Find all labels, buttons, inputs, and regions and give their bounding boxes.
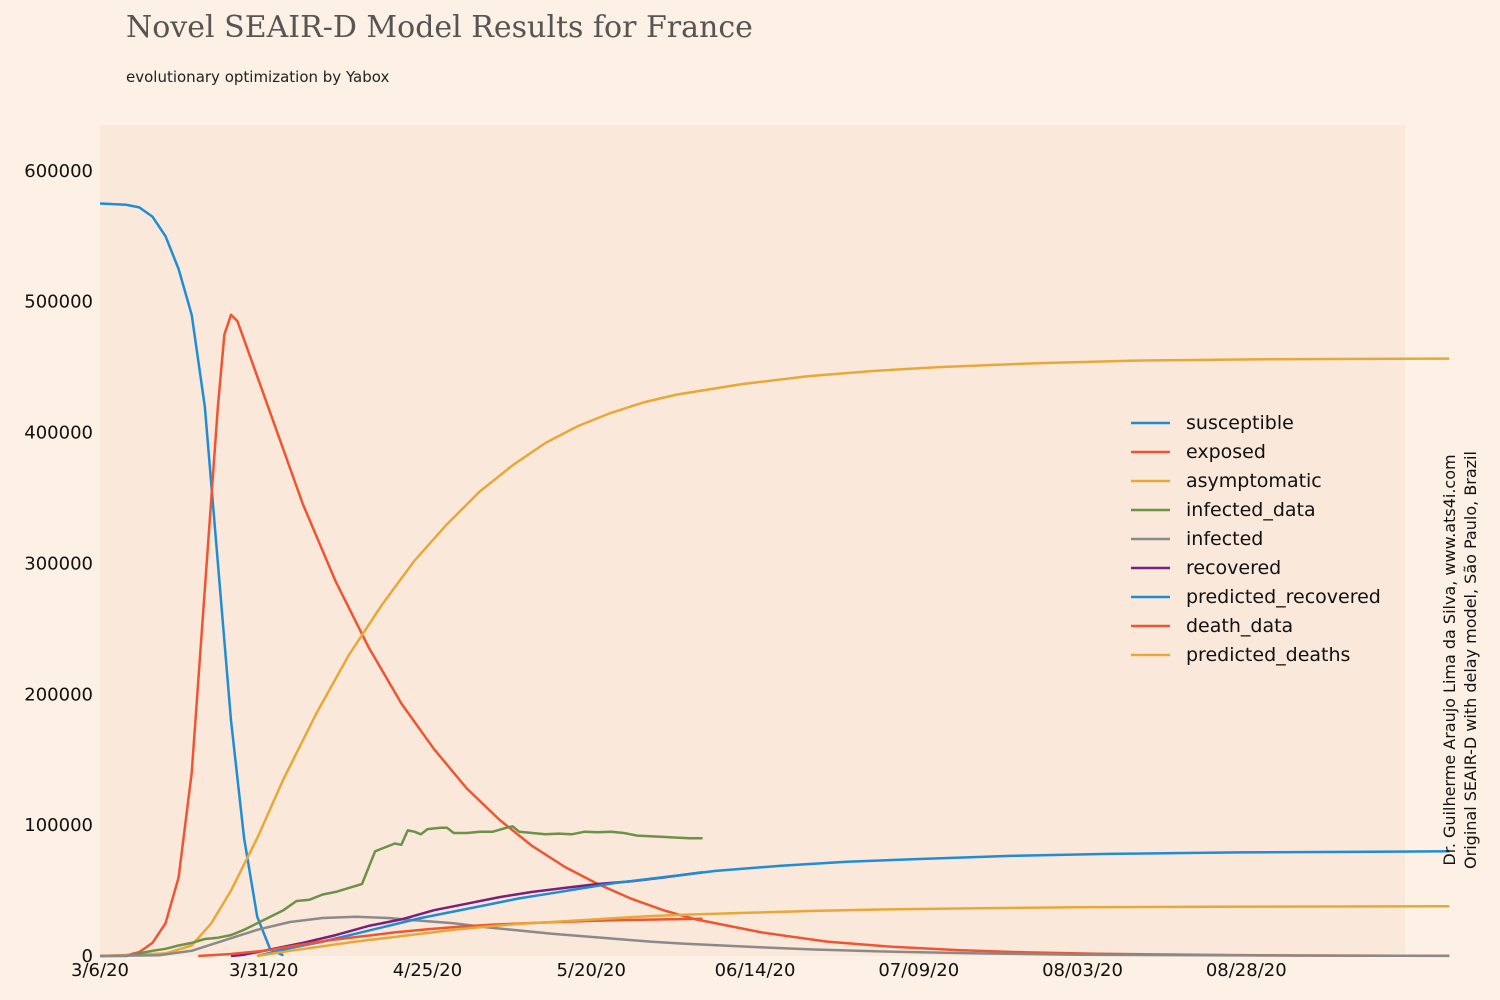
y-tick-label: 400000 <box>24 423 93 444</box>
y-tick-label: 500000 <box>24 292 93 313</box>
x-tick-label: 08/28/20 <box>1206 960 1287 981</box>
x-tick-label: 3/31/20 <box>229 960 298 981</box>
x-tick-label: 08/03/20 <box>1042 960 1123 981</box>
y-tick-label: 200000 <box>24 684 93 705</box>
legend-label-exposed: exposed <box>1186 441 1266 463</box>
series-line-asymptomatic <box>99 357 1450 958</box>
series-line-predicted-recovered <box>256 850 1450 958</box>
chart-title: Novel SEAIR-D Model Results for France <box>126 10 753 45</box>
x-tick-label: 06/14/20 <box>715 960 796 981</box>
y-axis-ticks: 0 100000 200000 300000 400000 500000 600000 <box>24 161 93 967</box>
x-tick-label: 07/09/20 <box>878 960 959 981</box>
legend-label-infected: infected <box>1186 528 1263 550</box>
chart-subtitle: evolutionary optimization by Yabox <box>126 68 390 86</box>
legend-label-death-data: death_data <box>1186 615 1293 637</box>
legend: susceptible exposed asymptomatic infected_d… <box>1131 412 1381 666</box>
y-tick-label: 100000 <box>24 815 93 836</box>
legend-label-susceptible: susceptible <box>1186 412 1294 434</box>
legend-label-recovered: recovered <box>1186 557 1281 579</box>
series-line-infected <box>99 915 1450 958</box>
series-line-exposed <box>99 313 1450 958</box>
legend-label-asymptomatic: asymptomatic <box>1186 470 1322 492</box>
series-line-susceptible <box>99 202 284 957</box>
y-tick-label: 300000 <box>24 553 93 574</box>
credit-line-1: Dr. Guilherme Araujo Lima da Silva, www.… <box>1440 454 1459 865</box>
x-tick-label: 4/25/20 <box>393 960 462 981</box>
x-tick-label: 3/6/20 <box>71 960 129 981</box>
series-line-predicted-deaths <box>257 905 1450 958</box>
series-layer <box>99 202 1450 958</box>
y-tick-label: 600000 <box>24 161 93 182</box>
x-tick-label: 5/20/20 <box>557 960 626 981</box>
legend-label-predicted-deaths: predicted_deaths <box>1186 644 1350 666</box>
x-axis-ticks: 3/6/20 3/31/20 4/25/20 5/20/20 06/14/20 07/09… <box>71 960 1287 981</box>
y-tick-label: 0 <box>82 946 93 967</box>
legend-label-infected-data: infected_data <box>1186 499 1316 521</box>
legend-label-predicted-recovered: predicted_recovered <box>1186 586 1381 608</box>
series-line-infected-data <box>100 825 703 958</box>
series-line-death-data <box>198 917 703 958</box>
credit-line-2: Original SEAIR-D with delay model, São P… <box>1461 451 1480 869</box>
